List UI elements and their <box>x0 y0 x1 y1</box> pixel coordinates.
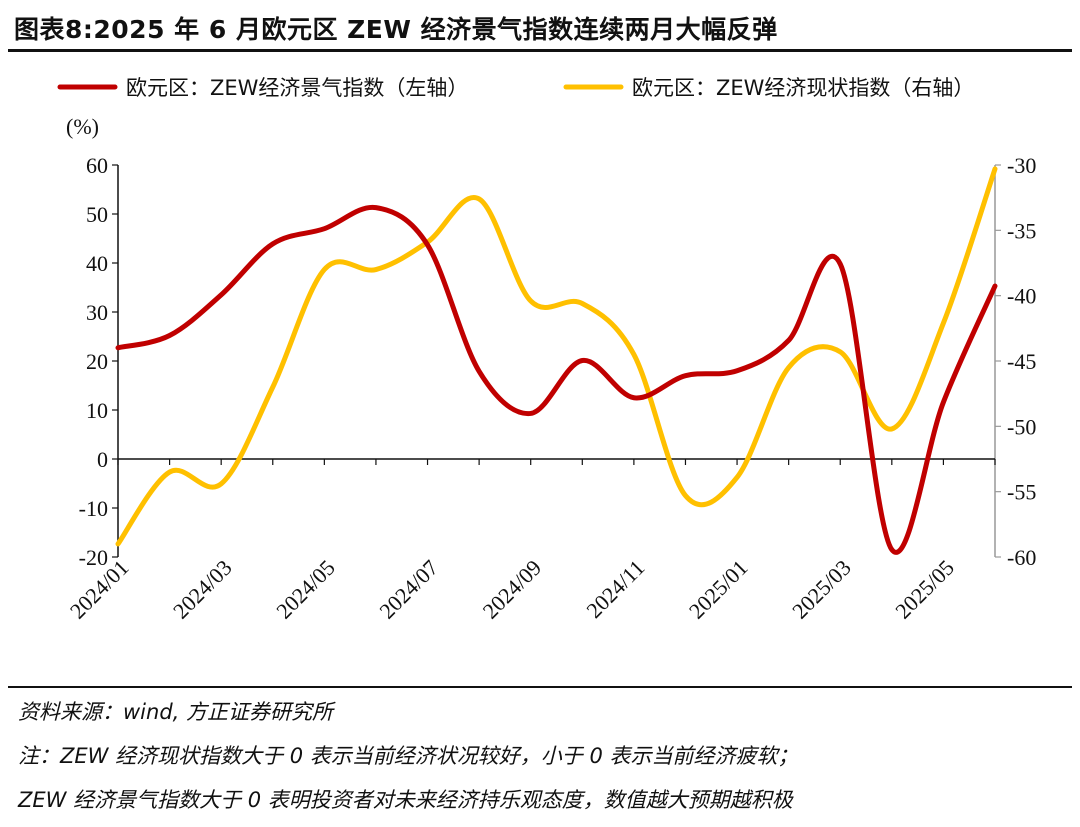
x-tick-label: 2024/03 <box>168 555 237 624</box>
axes: 60 50 40 30 20 10 0 -10 -20 -30 -35 -40 -45 -50 -55 -60… <box>65 153 1036 624</box>
y-right-tick-label: -55 <box>1007 480 1036 505</box>
x-tick-label: 2024/05 <box>271 555 340 624</box>
y-left-tick-label: -20 <box>79 545 108 570</box>
legend-label: 欧元区：ZEW经济景气指数（左轴） <box>126 76 468 100</box>
x-tick-label: 2024/07 <box>374 555 443 624</box>
y-right-tick-label: -60 <box>1007 545 1036 570</box>
chart: 欧元区：ZEW经济景气指数（左轴） 欧元区：ZEW经济现状指数（右轴） (%) 6… <box>57 76 1036 624</box>
footer-divider <box>8 686 1072 688</box>
title-divider <box>8 49 1072 52</box>
y-unit-label: (%) <box>66 114 99 139</box>
y-right-tick-label: -30 <box>1007 153 1036 178</box>
x-tick-label: 2024/09 <box>478 555 547 624</box>
y-left-tick-label: 10 <box>86 398 108 423</box>
y-left-tick-label: 20 <box>86 349 108 374</box>
x-tick-label: 2025/03 <box>787 555 856 624</box>
x-tick-label: 2025/05 <box>890 555 959 624</box>
source-note: 资料来源：wind, 方正证券研究所 <box>18 700 333 724</box>
legend: 欧元区：ZEW经济景气指数（左轴） 欧元区：ZEW经济现状指数（右轴） <box>57 76 974 100</box>
y-left-tick-label: -10 <box>79 496 108 521</box>
y-right-tick-label: -45 <box>1007 349 1036 374</box>
y-left-tick-label: 60 <box>86 153 108 178</box>
y-left-tick-label: 40 <box>86 251 108 276</box>
y-right-tick-label: -35 <box>1007 218 1036 243</box>
y-left-tick-label: 0 <box>97 447 108 472</box>
footnote-2: ZEW 经济景气指数大于 0 表明投资者对未来经济持乐观态度，数值越大预期越积极 <box>18 788 793 812</box>
y-left-tick-label: 30 <box>86 300 108 325</box>
chart-title: 图表8:2025 年 6 月欧元区 ZEW 经济景气指数连续两月大幅反弹 <box>14 15 778 44</box>
footnote-1: 注：ZEW 经济现状指数大于 0 表示当前经济状况较好，小于 0 表示当前经济疲… <box>18 744 799 768</box>
y-left-tick-label: 50 <box>86 202 108 227</box>
series-line-current-situation <box>115 166 998 547</box>
series-line-sentiment <box>115 205 998 555</box>
x-tick-label: 2024/11 <box>581 555 649 623</box>
y-right-tick-label: -40 <box>1007 284 1036 309</box>
x-tick-label: 2025/01 <box>684 555 753 624</box>
legend-label: 欧元区：ZEW经济现状指数（右轴） <box>632 76 974 100</box>
series-lines <box>115 166 998 555</box>
y-right-tick-label: -50 <box>1007 414 1036 439</box>
